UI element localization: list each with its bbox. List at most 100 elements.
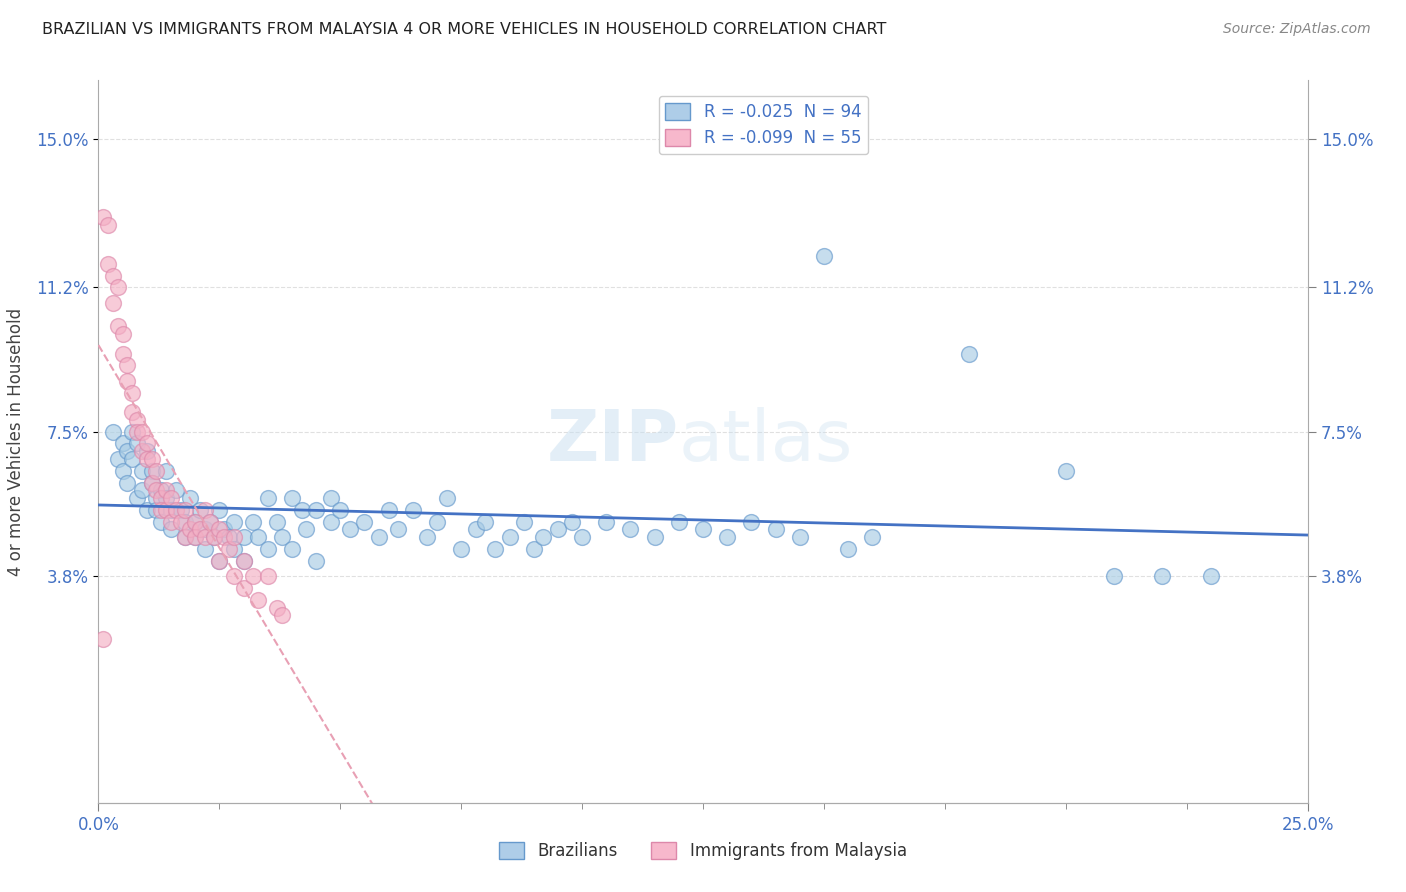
Point [127,491,149,505]
Point [184,530,207,544]
Point [111,464,134,478]
Point [121,452,143,467]
Point [305,503,328,517]
Point [319,515,342,529]
Point [131,444,153,458]
Point [450,541,472,556]
Point [155,483,177,498]
Point [107,452,129,467]
Point [184,515,207,529]
Point [101,268,124,283]
Point [135,452,157,467]
Point [281,541,304,556]
Point [141,475,163,490]
Point [174,503,197,517]
Point [387,523,409,537]
Point [218,530,240,544]
Point [256,541,278,556]
Point [107,319,129,334]
Point [150,491,173,505]
Point [402,503,425,517]
Point [97,218,120,232]
Point [101,296,124,310]
Point [208,523,231,537]
Point [232,530,254,544]
Point [329,503,352,517]
Point [121,385,143,400]
Point [242,515,264,529]
Point [184,515,207,529]
Point [232,554,254,568]
Point [498,530,520,544]
Point [416,530,439,544]
Point [117,444,139,458]
Point [169,515,191,529]
Point [208,503,231,517]
Point [266,600,288,615]
Point [135,503,157,517]
Point [222,541,245,556]
Point [222,515,245,529]
Point [111,436,134,450]
Point [256,569,278,583]
Point [204,530,226,544]
Point [256,491,278,505]
Point [155,464,177,478]
Point [619,523,641,537]
Point [184,530,207,544]
Point [436,491,458,505]
Point [127,413,149,427]
Point [121,405,143,419]
Point [561,515,583,529]
Point [484,541,506,556]
Point [160,515,183,529]
Point [174,530,197,544]
Point [117,374,139,388]
Text: atlas: atlas [679,407,853,476]
Point [547,523,569,537]
Point [188,503,211,517]
Point [860,530,883,544]
Point [474,515,496,529]
Text: Source: ZipAtlas.com: Source: ZipAtlas.com [1223,22,1371,37]
Point [145,503,167,517]
Y-axis label: 4 or more Vehicles in Household: 4 or more Vehicles in Household [7,308,25,575]
Point [305,554,328,568]
Point [531,530,554,544]
Point [692,523,714,537]
Point [1102,569,1125,583]
Point [377,503,399,517]
Point [160,523,183,537]
Point [426,515,449,529]
Legend: Brazilians, Immigrants from Malaysia: Brazilians, Immigrants from Malaysia [492,835,914,867]
Point [141,464,163,478]
Point [668,515,690,529]
Point [523,541,546,556]
Point [271,530,294,544]
Point [141,452,163,467]
Point [339,523,361,537]
Point [513,515,536,529]
Point [165,483,187,498]
Point [145,464,167,478]
Point [319,491,342,505]
Point [101,425,124,439]
Point [117,359,139,373]
Point [91,632,114,646]
Point [716,530,738,544]
Point [212,523,235,537]
Point [91,210,114,224]
Point [247,592,270,607]
Point [1152,569,1174,583]
Point [837,541,859,556]
Point [208,554,231,568]
Point [150,515,173,529]
Point [121,425,143,439]
Point [150,483,173,498]
Point [644,530,666,544]
Point [218,541,240,556]
Point [194,530,217,544]
Point [179,491,201,505]
Point [740,515,762,529]
Point [174,515,197,529]
